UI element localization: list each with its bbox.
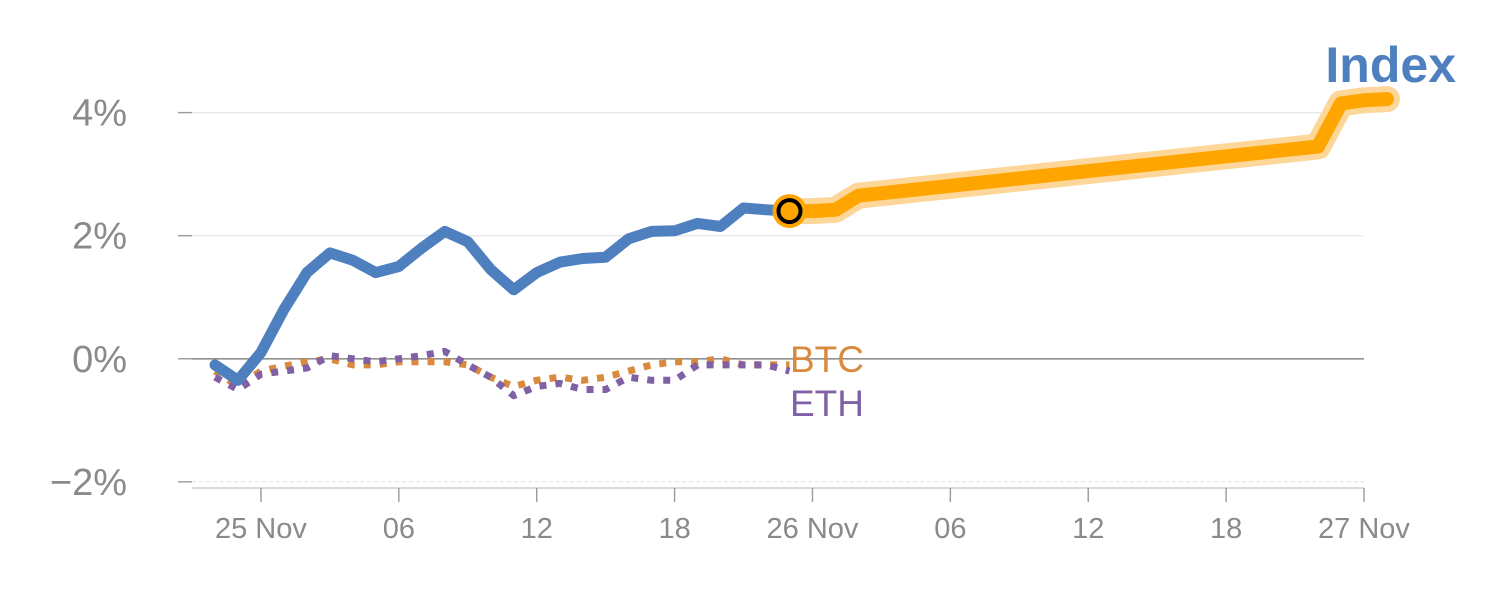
- x-tick-label: 26 Nov: [767, 513, 859, 545]
- x-tick-label: 12: [1072, 513, 1104, 545]
- eth-series-label: ETH: [790, 383, 864, 424]
- eth-series-line: [213, 347, 791, 400]
- y-tick-label: −2%: [50, 462, 127, 504]
- index-series-line: [209, 202, 818, 386]
- x-tick-label: 18: [1210, 513, 1242, 545]
- y-tick-label: 4%: [72, 93, 127, 135]
- x-tick-label: 12: [521, 513, 553, 545]
- y-tick-label: 0%: [72, 339, 127, 381]
- btc-series-line: [213, 355, 790, 390]
- x-tick-label: 25 Nov: [215, 513, 307, 545]
- btc-series-label: BTC: [790, 339, 864, 380]
- chart-title: Index: [1325, 37, 1456, 93]
- y-tick-label: 2%: [72, 216, 127, 258]
- x-tick-label: 27 Nov: [1318, 513, 1410, 545]
- x-tick-label: 18: [658, 513, 690, 545]
- forecast-band-line: [782, 92, 1394, 219]
- current-marker: [776, 198, 803, 225]
- x-tick-label: 06: [383, 513, 415, 545]
- x-tick-label: 06: [934, 513, 966, 545]
